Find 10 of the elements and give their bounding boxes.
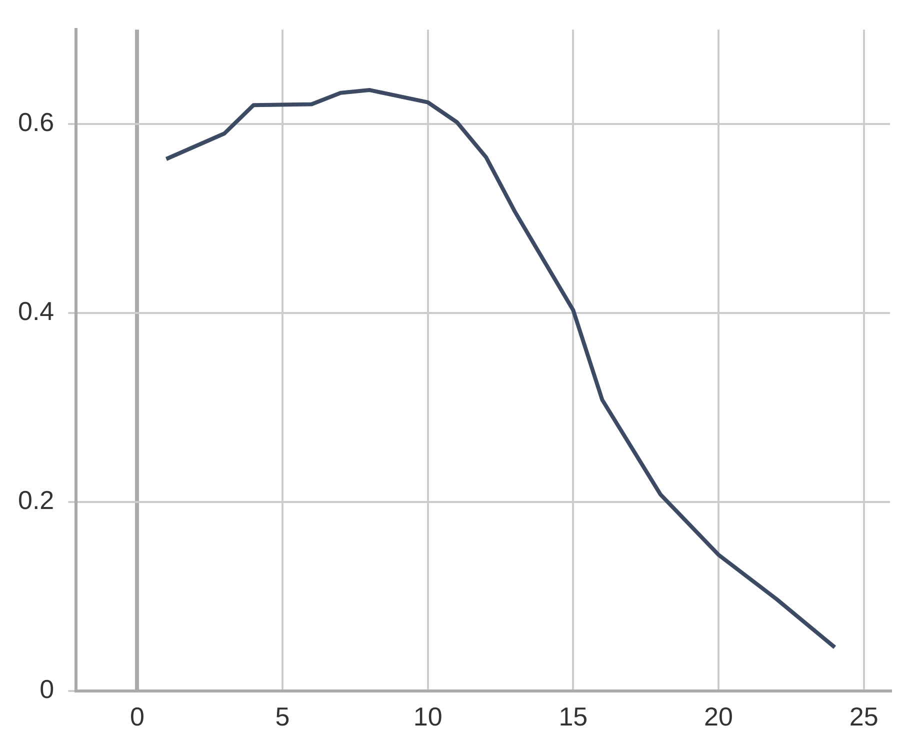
x-tick-label: 5 xyxy=(275,702,290,732)
y-tick-label: 0.6 xyxy=(18,107,54,138)
y-tick-label: 0.4 xyxy=(18,296,54,326)
y-tick-label: 0 xyxy=(40,674,54,704)
x-tick-label: 25 xyxy=(849,702,878,732)
x-tick-label: 20 xyxy=(704,702,733,732)
x-tick-label: 10 xyxy=(413,702,442,732)
y-tick-label: 0.2 xyxy=(18,485,54,516)
x-tick-label: 15 xyxy=(558,702,588,732)
x-tick-label: 0 xyxy=(130,702,144,732)
